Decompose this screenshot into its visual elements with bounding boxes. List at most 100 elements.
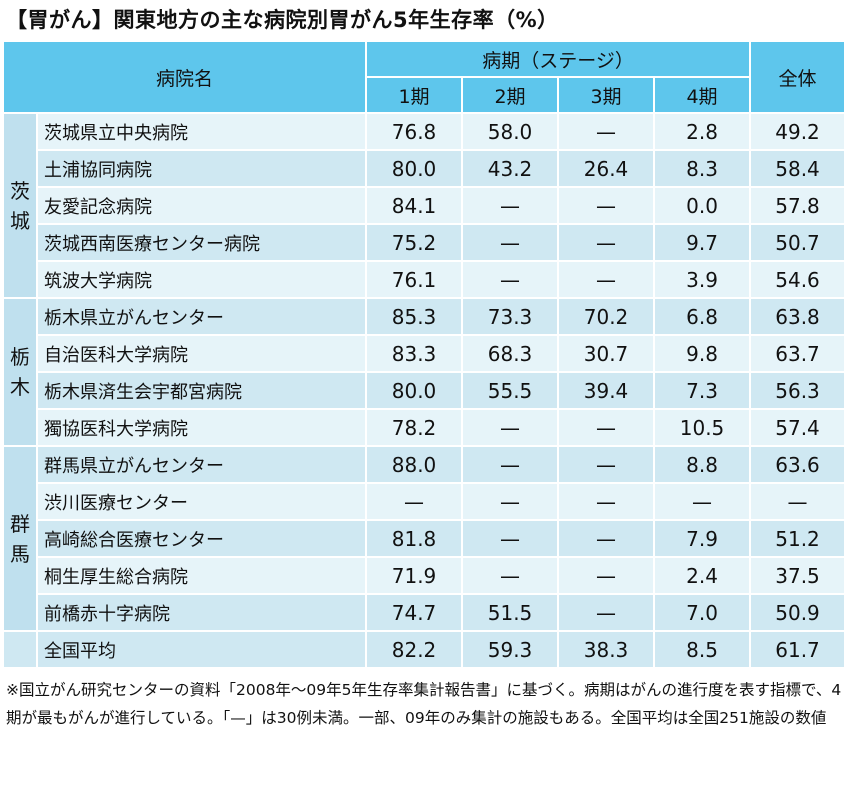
stage-3-value: — — [557, 223, 656, 262]
stage-4-value: 6.8 — [653, 297, 752, 336]
stage-3-value: — — [557, 556, 656, 595]
header-stage-1: 1期 — [365, 76, 464, 114]
hospital-name: 栃木県立がんセンター — [35, 297, 368, 336]
total-value: 50.7 — [749, 223, 846, 262]
hospital-name: 筑波大学病院 — [35, 260, 368, 299]
header-stage-2: 2期 — [461, 76, 560, 114]
stage-2-value: 68.3 — [461, 334, 560, 373]
table-row: 茨 城茨城県立中央病院 76.8 58.0—2.8 49.2 — [2, 112, 846, 299]
header-stage-4: 4期 — [653, 76, 752, 114]
total-value: 57.8 — [749, 186, 846, 225]
stage-4-value: 2.4 — [653, 556, 752, 595]
stage-4-value: 8.3 — [653, 149, 752, 188]
stage-2-value: — — [461, 482, 560, 521]
total-value: 63.8 — [749, 297, 846, 336]
stage-2-value: — — [461, 408, 560, 447]
stage-4-value: 0.0 — [653, 186, 752, 225]
stage-1-value: — — [365, 482, 464, 521]
table-row: 土浦協同病院 80.0 43.2 26.4 8.3 58.4 — [3, 149, 846, 188]
total-value: 56.3 — [749, 371, 846, 410]
stage-3-value: — — [557, 519, 656, 558]
table-row: 筑波大学病院 76.1— —3.9 54.6 — [3, 260, 846, 299]
stage-2-value: — — [461, 445, 560, 484]
hospital-name: 茨城西南医療センター病院 — [35, 223, 368, 262]
table-row: 渋川医療センター — — — — — — [3, 482, 846, 521]
header-total: 全体 — [749, 40, 846, 114]
total-value: 54.6 — [749, 260, 846, 299]
table-row: 栃 木栃木県立がんセンター 85.3 73.3 70.2 6.8 63.8 — [2, 297, 846, 447]
stage-3-value: — — [557, 445, 656, 484]
table-row: 獨協医科大学病院 78.2— —10.5 57.4 — [3, 408, 846, 447]
stage-2-value: 51.5 — [461, 593, 560, 632]
stage-1-value: 80.0 — [365, 371, 464, 410]
stage-1-value: 83.3 — [365, 334, 464, 373]
table-body: 茨 城茨城県立中央病院 76.8 58.0—2.8 49.2 土浦協同病院 80.0 43.… — [2, 112, 846, 669]
stage-1-value: 74.7 — [365, 593, 464, 632]
stage-1-value: 85.3 — [365, 297, 464, 336]
table-row: 前橋赤十字病院 74.7 51.5—7.0 50.9 — [3, 593, 846, 632]
stage-2-value: 73.3 — [461, 297, 560, 336]
hospital-name: 渋川医療センター — [35, 482, 368, 521]
table-row: 栃木県済生会宇都宮病院 80.0 55.5 39.4 7.3 56.3 — [3, 371, 846, 410]
stage-3-value: — — [557, 408, 656, 447]
stage-1-value: 81.8 — [365, 519, 464, 558]
stage-2-value: — — [461, 223, 560, 262]
stage-4-value: 7.9 — [653, 519, 752, 558]
hospital-name: 高崎総合医療センター — [35, 519, 368, 558]
average-row: 全国平均 82.2 59.3 38.3 8.5 61.7 — [2, 630, 846, 669]
total-value: 58.4 — [749, 149, 846, 188]
stage-1-value: 75.2 — [365, 223, 464, 262]
total-value: — — [749, 482, 846, 521]
stage-2-value: 43.2 — [461, 149, 560, 188]
stage-1-value: 88.0 — [365, 445, 464, 484]
average-stage-2-value: 59.3 — [461, 630, 560, 669]
average-total-value: 61.7 — [749, 630, 846, 669]
stage-3-value: — — [557, 186, 656, 225]
total-value: 57.4 — [749, 408, 846, 447]
prefecture-label: 茨 城 — [2, 112, 38, 299]
stage-4-value: 9.8 — [653, 334, 752, 373]
total-value: 51.2 — [749, 519, 846, 558]
stage-3-value: 30.7 — [557, 334, 656, 373]
stage-4-value: 8.8 — [653, 445, 752, 484]
table-row: 高崎総合医療センター 81.8— —7.9 51.2 — [3, 519, 846, 558]
table-row: 茨城西南医療センター病院 75.2— —9.7 50.7 — [3, 223, 846, 262]
table-row: 友愛記念病院 84.1— —0.0 57.8 — [3, 186, 846, 225]
stage-3-value: 70.2 — [557, 297, 656, 336]
hospital-name: 群馬県立がんセンター — [35, 445, 368, 484]
hospital-name: 自治医科大学病院 — [35, 334, 368, 373]
stage-1-value: 80.0 — [365, 149, 464, 188]
average-spacer — [2, 630, 38, 669]
total-value: 63.6 — [749, 445, 846, 484]
header-stage-group: 病期（ステージ） — [365, 40, 752, 78]
stage-4-value: 2.8 — [653, 112, 752, 151]
stage-4-value: 10.5 — [653, 408, 752, 447]
hospital-name: 獨協医科大学病院 — [35, 408, 368, 447]
average-label: 全国平均 — [35, 630, 368, 669]
stage-1-value: 76.8 — [365, 112, 464, 151]
stage-3-value: 26.4 — [557, 149, 656, 188]
stage-4-value: — — [653, 482, 752, 521]
hospital-name: 友愛記念病院 — [35, 186, 368, 225]
stage-1-value: 76.1 — [365, 260, 464, 299]
hospital-name: 桐生厚生総合病院 — [35, 556, 368, 595]
total-value: 49.2 — [749, 112, 846, 151]
stage-1-value: 84.1 — [365, 186, 464, 225]
header-stage-3: 3期 — [557, 76, 656, 114]
stage-3-value: 39.4 — [557, 371, 656, 410]
survival-rate-table: 病院名 病期（ステージ） 全体 1期 2期 3期 4期 茨 城茨城県立中央病院 7… — [1, 40, 846, 669]
average-stage-3-value: 38.3 — [557, 630, 656, 669]
table-row: 自治医科大学病院 83.3 68.3 30.7 9.8 63.7 — [3, 334, 846, 373]
hospital-name: 土浦協同病院 — [35, 149, 368, 188]
hospital-name: 茨城県立中央病院 — [35, 112, 368, 151]
stage-4-value: 3.9 — [653, 260, 752, 299]
total-value: 37.5 — [749, 556, 846, 595]
stage-3-value: — — [557, 482, 656, 521]
stage-3-value: — — [557, 260, 656, 299]
hospital-name: 栃木県済生会宇都宮病院 — [35, 371, 368, 410]
stage-2-value: — — [461, 519, 560, 558]
stage-4-value: 7.3 — [653, 371, 752, 410]
header-hospital: 病院名 — [1, 40, 368, 114]
stage-2-value: — — [461, 186, 560, 225]
prefecture-label: 群 馬 — [2, 445, 38, 632]
